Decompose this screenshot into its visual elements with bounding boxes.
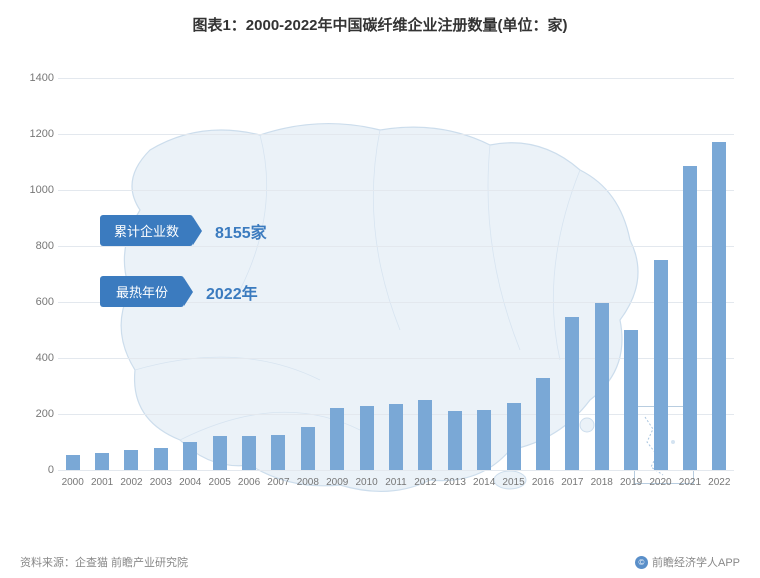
x-tick-label: 2013: [444, 477, 466, 488]
bar-column: 2008: [293, 50, 322, 470]
source-text: 资料来源：企查猫 前瞻产业研究院: [20, 554, 188, 570]
x-tick-label: 2015: [502, 477, 524, 488]
credit-icon: ©: [635, 556, 648, 569]
bar: [124, 450, 138, 470]
x-tick-label: 2004: [179, 477, 201, 488]
tag-row-total: 累计企业数 8155家: [100, 215, 267, 246]
bar-column: 2015: [499, 50, 528, 470]
bar: [330, 408, 344, 470]
y-tick-label: 400: [20, 352, 54, 364]
x-tick-label: 2003: [150, 477, 172, 488]
tag-value-hotyear: 2022年: [206, 280, 258, 304]
y-tick-label: 600: [20, 296, 54, 308]
bar: [242, 436, 256, 470]
bar: [565, 317, 579, 470]
bar-column: 2012: [411, 50, 440, 470]
grid-line: [58, 470, 734, 471]
bar-column: 2013: [440, 50, 469, 470]
bar: [271, 435, 285, 470]
tag-value-total: 8155家: [215, 219, 267, 243]
x-tick-label: 2020: [649, 477, 671, 488]
tag-row-hotyear: 最热年份 2022年: [100, 276, 267, 307]
bar: [389, 404, 403, 470]
bar: [213, 436, 227, 470]
bar: [712, 142, 726, 470]
x-tick-label: 2010: [355, 477, 377, 488]
info-tags: 累计企业数 8155家 最热年份 2022年: [100, 215, 267, 337]
bar-column: 2010: [352, 50, 381, 470]
tag-pill-total: 累计企业数: [100, 215, 193, 246]
bar: [183, 442, 197, 470]
bar: [654, 260, 668, 470]
bar: [66, 455, 80, 470]
y-tick-label: 200: [20, 408, 54, 420]
x-tick-label: 2018: [591, 477, 613, 488]
bar-column: 2000: [58, 50, 87, 470]
bar-column: 2020: [646, 50, 675, 470]
x-tick-label: 2000: [62, 477, 84, 488]
x-tick-label: 2009: [326, 477, 348, 488]
footer: 资料来源：企查猫 前瞻产业研究院 © 前瞻经济学人APP: [20, 554, 740, 570]
credit-text: 前瞻经济学人APP: [652, 554, 740, 570]
bar: [418, 400, 432, 470]
bar-column: 2009: [323, 50, 352, 470]
x-tick-label: 2014: [473, 477, 495, 488]
tag-pill-hotyear: 最热年份: [100, 276, 184, 307]
bar: [595, 303, 609, 470]
y-tick-label: 1400: [20, 72, 54, 84]
x-tick-label: 2001: [91, 477, 113, 488]
bar: [477, 410, 491, 470]
bar: [683, 166, 697, 470]
bar-column: 2018: [587, 50, 616, 470]
y-tick-label: 800: [20, 240, 54, 252]
x-tick-label: 2019: [620, 477, 642, 488]
bar: [624, 330, 638, 470]
y-tick-label: 1000: [20, 184, 54, 196]
chart-title: 图表1：2000-2022年中国碳纤维企业注册数量(单位：家): [0, 0, 760, 41]
bar-column: 2017: [558, 50, 587, 470]
bar-column: 2011: [381, 50, 410, 470]
bar: [360, 406, 374, 470]
y-tick-label: 0: [20, 464, 54, 476]
bar: [507, 403, 521, 470]
bar: [154, 448, 168, 470]
y-tick-label: 1200: [20, 128, 54, 140]
chart-area: 0 200 400 600 800 1000 1200 1400 2000 2001 2002 20…: [20, 50, 740, 520]
x-tick-label: 2016: [532, 477, 554, 488]
x-tick-label: 2008: [297, 477, 319, 488]
bar-column: 2022: [705, 50, 734, 470]
credit: © 前瞻经济学人APP: [635, 554, 740, 570]
x-tick-label: 2021: [679, 477, 701, 488]
bar-column: 2021: [675, 50, 704, 470]
x-tick-label: 2011: [385, 477, 407, 488]
x-tick-label: 2002: [120, 477, 142, 488]
bar-column: 2014: [469, 50, 498, 470]
bar: [301, 427, 315, 470]
bar-column: 2016: [528, 50, 557, 470]
bar: [448, 411, 462, 470]
bar: [95, 453, 109, 470]
x-tick-label: 2012: [414, 477, 436, 488]
x-tick-label: 2005: [209, 477, 231, 488]
x-tick-label: 2006: [238, 477, 260, 488]
x-tick-label: 2017: [561, 477, 583, 488]
bar: [536, 378, 550, 470]
bar-column: 2019: [616, 50, 645, 470]
bar-column: 2007: [264, 50, 293, 470]
x-tick-label: 2007: [267, 477, 289, 488]
x-tick-label: 2022: [708, 477, 730, 488]
